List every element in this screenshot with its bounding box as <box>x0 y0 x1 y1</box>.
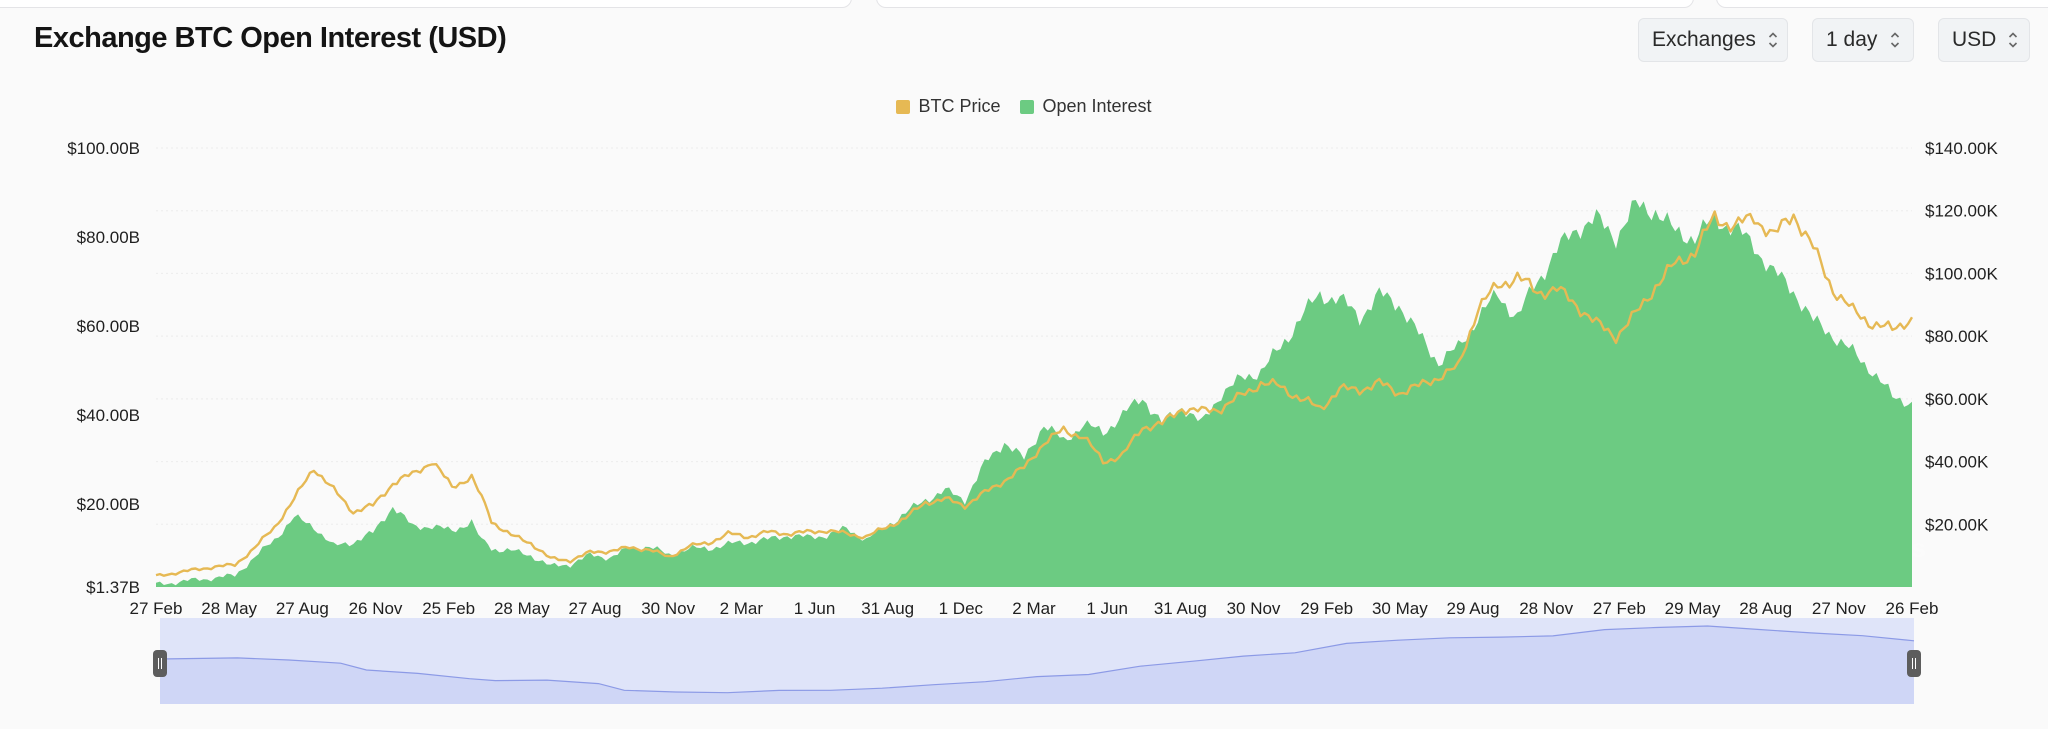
y-right-tick-label: $40.00K <box>1925 453 1989 472</box>
x-tick-label: 29 Aug <box>1447 599 1500 618</box>
x-tick-label: 30 Nov <box>1227 599 1281 618</box>
x-tick-label: 28 Nov <box>1519 599 1573 618</box>
legend-swatch-btc-price <box>896 99 911 114</box>
interval-select-label: 1 day <box>1826 28 1878 51</box>
y-right-tick-label: $80.00K <box>1925 327 1989 346</box>
chevron-up-down-icon <box>1768 31 1778 49</box>
x-tick-label: 26 Nov <box>349 599 403 618</box>
y-right-tick-label: $60.00K <box>1925 390 1989 409</box>
legend-swatch-open-interest <box>1020 99 1035 114</box>
handle-grip[interactable] <box>1907 650 1921 677</box>
y-left-tick-label: $80.00B <box>77 228 140 247</box>
x-tick-label: 2 Mar <box>720 599 764 618</box>
exchanges-select[interactable]: Exchanges <box>1638 18 1788 62</box>
y-left-tick-label: $1.37B <box>86 578 140 597</box>
currency-select-label: USD <box>1952 28 1997 51</box>
y-left-tick-label: $100.00B <box>67 139 140 158</box>
x-tick-label: 1 Jun <box>794 599 836 618</box>
y-left-tick-label: $20.00B <box>77 495 140 514</box>
legend-label-open-interest: Open Interest <box>1042 96 1152 116</box>
chevron-up-down-icon <box>1890 31 1900 49</box>
navigator-area <box>160 626 1914 704</box>
x-tick-label: 30 Nov <box>641 599 695 618</box>
series-open-interest <box>156 200 1912 587</box>
y-right-tick-label: $20.00K <box>1925 515 1989 534</box>
chevron-up-down-icon <box>2008 31 2018 49</box>
legend-item-open-interest[interactable]: Open Interest <box>1020 96 1152 117</box>
x-tick-label: 28 May <box>201 599 257 618</box>
y-left-tick-label: $40.00B <box>77 406 140 425</box>
x-tick-label: 30 May <box>1372 599 1428 618</box>
x-tick-label: 28 May <box>494 599 550 618</box>
x-tick-label: 27 Feb <box>130 599 183 618</box>
page-title: Exchange BTC Open Interest (USD) <box>34 22 507 54</box>
y-right-tick-label: $120.00K <box>1925 202 1998 221</box>
navigator-handle-right[interactable] <box>1907 650 1921 677</box>
currency-select[interactable]: USD <box>1938 18 2030 62</box>
navigator-handle-left[interactable] <box>153 650 167 677</box>
series-btc-price <box>155 210 1914 577</box>
y-left-tick-label: $60.00B <box>77 317 140 336</box>
x-tick-label: 25 Feb <box>422 599 475 618</box>
chart-legend: BTC Price Open Interest <box>0 96 2048 117</box>
y-right-tick-label: $100.00K <box>1925 264 1998 283</box>
navigator[interactable] <box>153 618 1921 704</box>
x-tick-label: 26 Feb <box>1886 599 1939 618</box>
x-tick-label: 29 May <box>1665 599 1721 618</box>
legend-item-btc-price[interactable]: BTC Price <box>896 96 1000 117</box>
handle-grip[interactable] <box>153 650 167 677</box>
x-tick-label: 27 Aug <box>276 599 329 618</box>
y-right-tick-label: $140.00K <box>1925 139 1998 158</box>
x-tick-label: 2 Mar <box>1012 599 1056 618</box>
interval-select[interactable]: 1 day <box>1812 18 1914 62</box>
exchanges-select-label: Exchanges <box>1652 28 1756 51</box>
x-tick-label: 27 Feb <box>1593 599 1646 618</box>
x-tick-label: 27 Nov <box>1812 599 1866 618</box>
x-tick-label: 31 Aug <box>1154 599 1207 618</box>
x-tick-label: 29 Feb <box>1300 599 1353 618</box>
x-tick-label: 31 Aug <box>861 599 914 618</box>
x-tick-label: 1 Jun <box>1086 599 1128 618</box>
legend-label-btc-price: BTC Price <box>918 96 1001 116</box>
navigator-line <box>159 625 1915 694</box>
x-tick-label: 28 Aug <box>1739 599 1792 618</box>
x-tick-label: 1 Dec <box>939 599 984 618</box>
x-tick-label: 27 Aug <box>569 599 622 618</box>
